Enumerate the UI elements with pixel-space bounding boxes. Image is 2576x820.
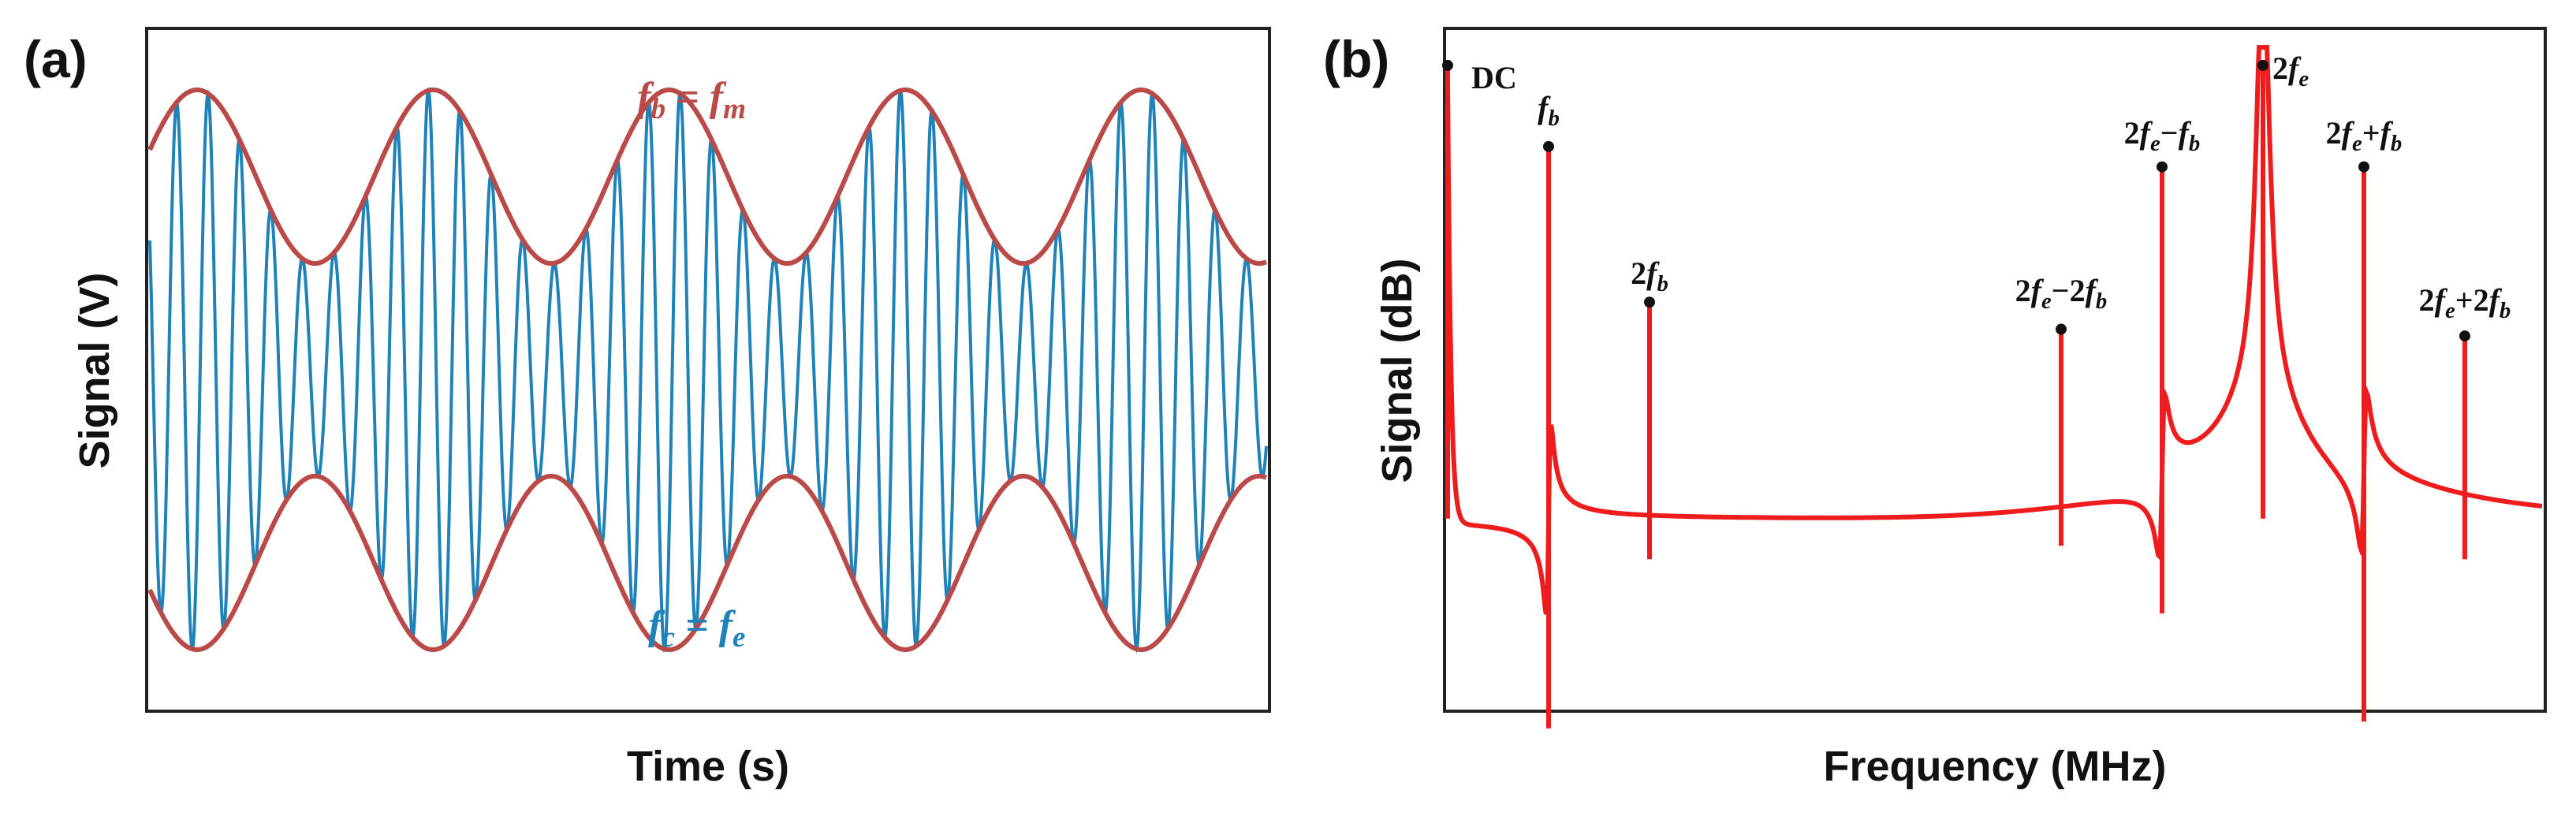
peak-marker (2157, 161, 2168, 173)
peak-marker (1543, 140, 1554, 152)
peak-marker (2459, 330, 2470, 342)
peak-label-2fe-fb: 2fe−fb (2124, 115, 2201, 156)
panel-a-curves (147, 87, 1268, 654)
upper-envelope-line (147, 88, 1267, 266)
panel-a: (a) fb = fm fc = fe Time (s) Signal (V) (24, 27, 1271, 790)
carrier-signal-line (148, 87, 1268, 654)
panel-b-curves (1442, 45, 2543, 729)
peak-label-fb: fb (1538, 90, 1560, 131)
panel-a-xlabel: Time (s) (627, 743, 789, 790)
panel-b-peak-labels: DC fb 2fb 2fe−2fb 2fe−fb 2fe 2fe+fb 2fe+2fb (1471, 50, 2511, 323)
envelope-equation: fb = fm (637, 75, 746, 125)
peak-marker (1644, 296, 1655, 308)
peak-label-2fb: 2fb (1631, 255, 1668, 296)
peak-marker (2056, 323, 2067, 335)
panel-a-label: (a) (24, 30, 88, 88)
panel-b-label: (b) (1323, 30, 1389, 88)
peak-label-2fe+fb: 2fe+fb (2326, 115, 2403, 156)
panel-b-ylabel: Signal (dB) (1374, 259, 1421, 483)
panel-b-frame (1443, 27, 2547, 713)
lower-envelope-line (147, 473, 1267, 652)
panel-b: (b) DC fb 2fb 2fe−2fb 2fe−fb 2fe 2fe+fb 2fe+2fb… (1323, 27, 2547, 790)
peak-marker (2257, 59, 2268, 71)
panel-a-frame (145, 27, 1271, 713)
panel-a-ylabel: Signal (V) (71, 272, 118, 468)
peak-label-2fe+2fb: 2fe+2fb (2419, 282, 2511, 323)
peak-label-dc: DC (1471, 60, 1517, 95)
peak-marker (2358, 161, 2369, 173)
peak-label-2fe: 2fe (2272, 50, 2309, 91)
panel-b-xlabel: Frequency (MHz) (1823, 743, 2166, 790)
peak-marker (1442, 59, 1453, 71)
peak-label-2fe-2fb: 2fe−2fb (2015, 273, 2108, 314)
carrier-equation: fc = fe (648, 603, 746, 654)
spectrum-line (1445, 45, 2543, 615)
